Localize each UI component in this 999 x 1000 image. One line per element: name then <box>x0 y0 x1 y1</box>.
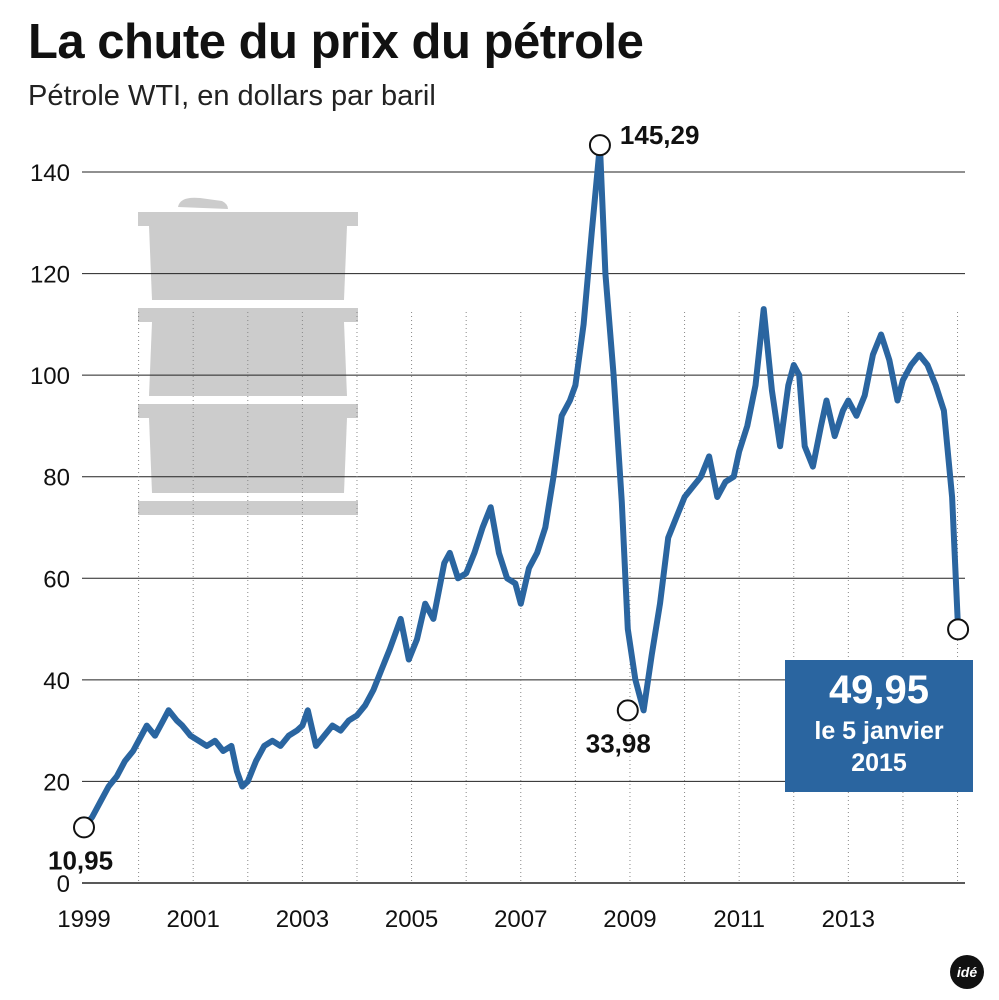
annotation-label: 145,29 <box>620 120 700 150</box>
series-line <box>81 142 962 831</box>
oil-barrel-icon <box>138 197 358 515</box>
x-tick-label: 2011 <box>713 906 765 933</box>
annotation-label: 10,95 <box>48 845 113 875</box>
final-value: 49,95 <box>828 668 930 712</box>
x-tick-label: 1999 <box>57 906 110 933</box>
annotation-label: 33,98 <box>586 728 651 758</box>
x-axis: 1999 2001 2003 2005 2007 2009 2011 2013 <box>57 906 875 933</box>
annotation-marker <box>73 816 95 839</box>
annotation-marker <box>588 134 611 157</box>
series-layer <box>81 142 962 831</box>
y-tick-label: 0 <box>57 871 70 898</box>
chart-title: La chute du prix du pétrole <box>28 15 644 69</box>
final-date-line1: le 5 janvier <box>814 717 944 745</box>
x-tick-label: 2003 <box>276 906 329 933</box>
y-tick-label: 140 <box>30 160 70 187</box>
x-tick-label: 2005 <box>385 906 438 933</box>
y-axis: 0 20 40 60 80 100 120 140 <box>30 160 70 898</box>
y-tick-label: 100 <box>30 363 70 390</box>
y-tick-label: 80 <box>43 465 70 492</box>
annotation-marker <box>947 618 970 641</box>
y-tick-label: 60 <box>43 566 70 593</box>
final-date: le 5 janvier 2015 <box>785 715 973 779</box>
y-tick-label: 20 <box>43 769 70 796</box>
chart-subtitle: Pétrole WTI, en dollars par baril <box>28 80 436 112</box>
annotation-marker <box>616 699 639 722</box>
ide-logo-icon: idé <box>950 955 984 989</box>
final-date-line2: 2015 <box>851 749 907 777</box>
x-tick-label: 2001 <box>166 906 219 933</box>
final-value-box: 49,95 le 5 janvier 2015 <box>785 660 973 792</box>
y-tick-label: 120 <box>30 262 70 289</box>
y-tick-label: 40 <box>43 668 70 695</box>
x-tick-label: 2007 <box>494 906 547 933</box>
annotations: 10,95 145,29 33,98 <box>48 120 970 875</box>
x-tick-label: 2009 <box>603 906 656 933</box>
x-tick-label: 2013 <box>822 906 875 933</box>
